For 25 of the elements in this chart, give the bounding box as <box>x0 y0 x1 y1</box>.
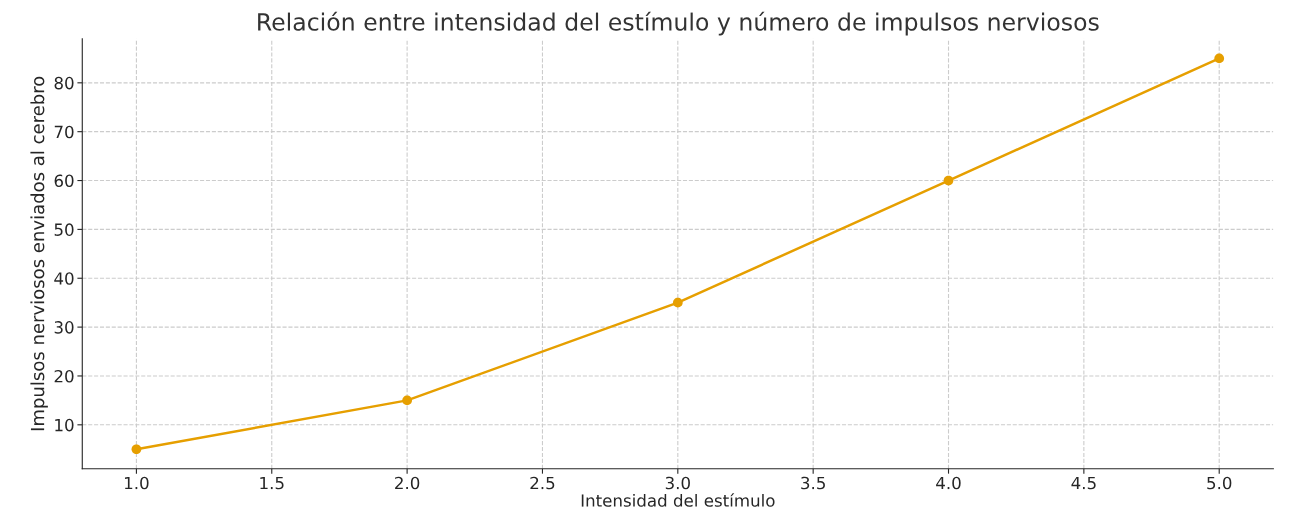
y-tick-label: 20 <box>54 369 74 383</box>
x-tick-label: 3.0 <box>665 476 690 490</box>
x-tick-label: 1.0 <box>125 476 149 490</box>
x-tick-label: 4.0 <box>936 476 961 490</box>
x-tick-label: 5.0 <box>1207 476 1232 490</box>
y-axis-title: Impulsos nerviosos enviados al cerebro <box>30 76 48 431</box>
point <box>672 297 683 308</box>
point <box>131 444 142 455</box>
point <box>1214 53 1225 64</box>
y-tick-label: 40 <box>54 272 74 285</box>
y-tick-label: 30 <box>54 321 74 334</box>
x-tick-label: 4.5 <box>1071 476 1096 490</box>
chart-title: Relación entre intensidad del estímulo y número de impulsos nerviosos <box>258 11 1099 36</box>
y-tick-label: 80 <box>54 76 74 90</box>
point <box>943 175 954 186</box>
y-tick-label: 10 <box>55 418 74 432</box>
y-tick-label: 70 <box>54 125 74 139</box>
x-tick-label: 2.0 <box>395 476 420 490</box>
point <box>402 395 412 406</box>
x-tick-label: 1.5 <box>260 476 284 490</box>
x-axis-title: Intensidad del estímulo <box>581 493 775 507</box>
y-tick-label: 60 <box>54 174 74 188</box>
x-tick-label: 3.5 <box>801 476 825 490</box>
y-tick-label: 50 <box>54 223 74 236</box>
x-tick-label: 2.5 <box>530 476 555 490</box>
